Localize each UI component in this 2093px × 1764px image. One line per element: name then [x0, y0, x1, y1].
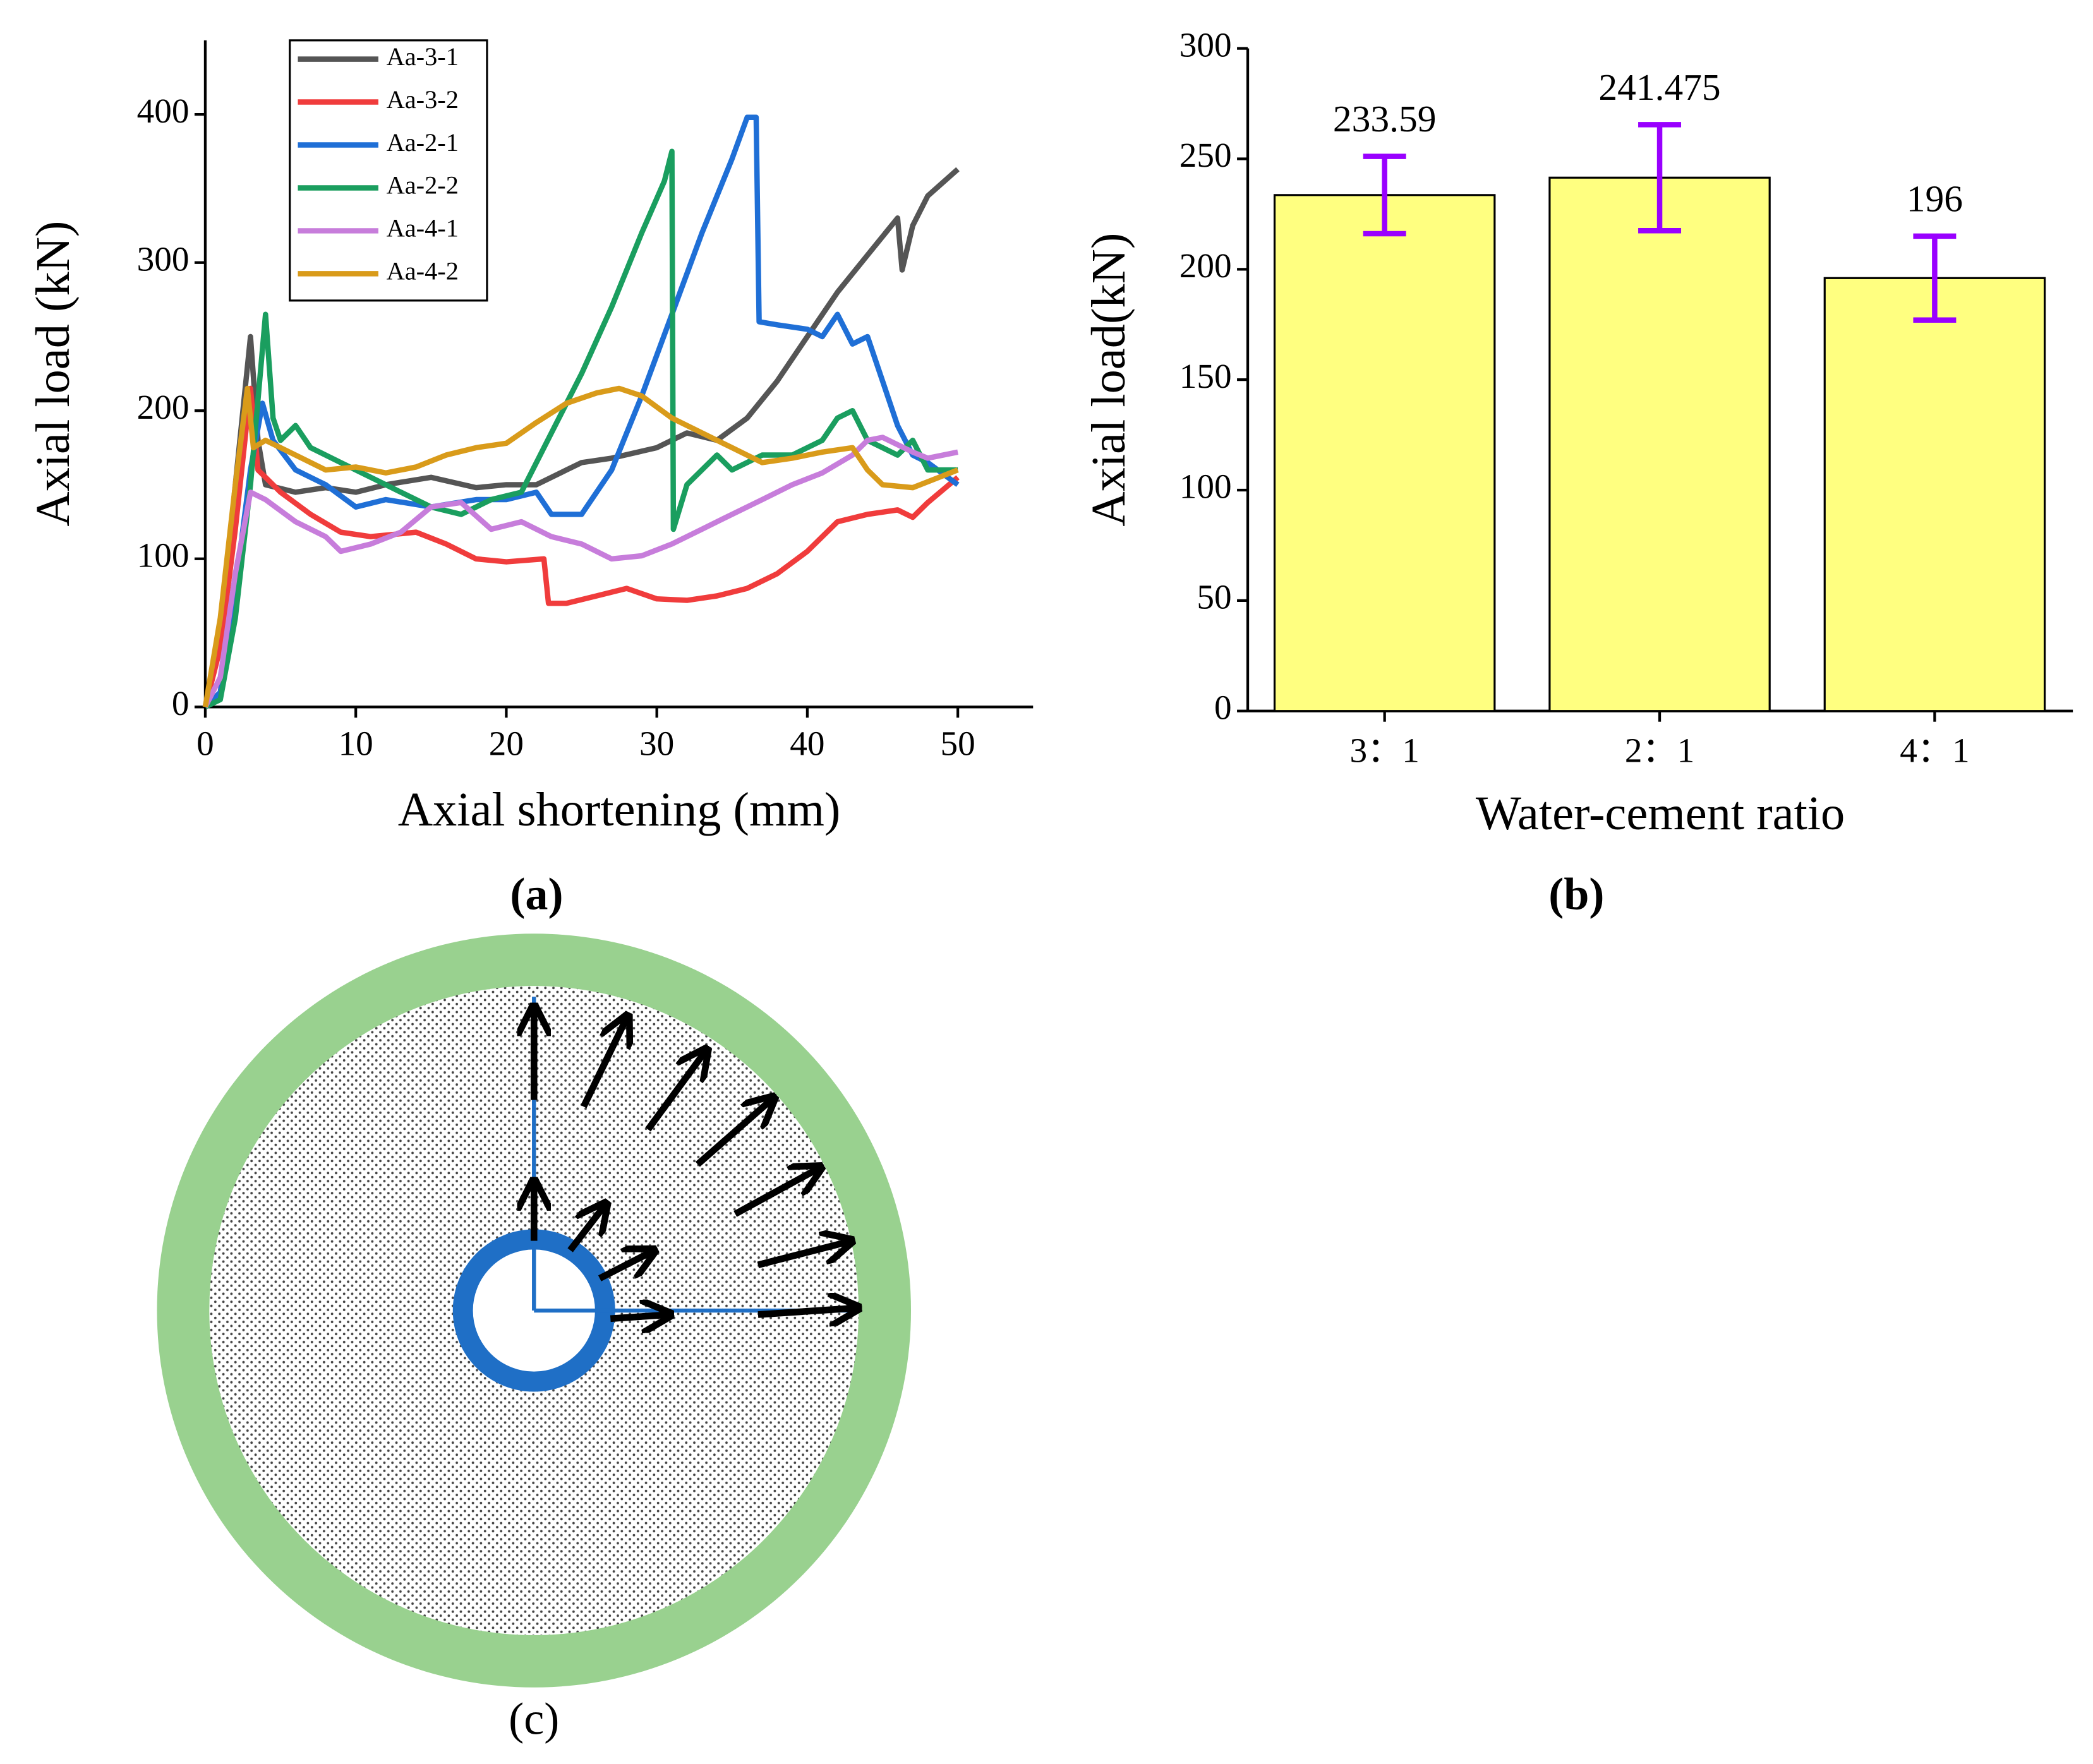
error-bar [1638, 122, 1682, 234]
x-tick-label: 3：1 [1349, 731, 1419, 769]
x-tick-label: 4：1 [1900, 731, 1969, 769]
value-label: 241.475 [1598, 66, 1720, 108]
y-axis-title: Axial load (kN) [26, 221, 80, 527]
panel-label: (c) [509, 1694, 559, 1744]
panel-label: (b) [1548, 869, 1604, 920]
error-bar [1913, 233, 1957, 323]
legend-box [289, 39, 488, 302]
x-tick-label: 30 [639, 724, 674, 763]
x-tick-label: 0 [196, 724, 214, 763]
y-tick-label: 0 [1214, 688, 1232, 726]
bar [1548, 176, 1771, 712]
series-line [203, 435, 958, 709]
x-axis-title: Axial shortening (mm) [398, 783, 841, 836]
y-tick-label: 400 [137, 92, 190, 130]
value-label: 233.59 [1333, 98, 1437, 140]
legend-label: Aa-3-2 [387, 85, 459, 114]
value-label: 196 [1907, 177, 1963, 219]
y-tick-label: 250 [1179, 136, 1232, 174]
x-tick-label: 40 [790, 724, 824, 763]
series-line [204, 148, 958, 710]
diagram: (c) [157, 933, 912, 1744]
legend-label: Aa-3-1 [387, 42, 459, 71]
y-tick-label: 100 [137, 536, 190, 574]
x-tick-label: 20 [489, 724, 524, 763]
legend-label: Aa-2-1 [387, 128, 459, 157]
y-tick-label: 300 [137, 239, 190, 278]
y-axis-title: Axial load(kN) [1082, 233, 1135, 527]
series-line [202, 385, 960, 708]
y-tick-label: 100 [1179, 467, 1232, 506]
bar [1273, 194, 1496, 712]
legend-label: Aa-4-2 [387, 257, 459, 285]
error-bar [1363, 153, 1406, 237]
y-tick-label: 50 [1197, 578, 1231, 616]
legend-label: Aa-4-1 [387, 214, 459, 243]
y-tick-label: 200 [1179, 246, 1232, 285]
x-axis-title: Water-cement ratio [1476, 786, 1845, 840]
legend-label: Aa-2-2 [387, 171, 459, 200]
bar [1823, 277, 2046, 712]
panel-label: (a) [510, 869, 563, 920]
x-tick-label: 2：1 [1625, 731, 1694, 769]
series-line [202, 385, 959, 708]
y-tick-label: 200 [137, 388, 190, 426]
x-tick-label: 10 [339, 724, 373, 763]
y-tick-label: 0 [172, 684, 190, 723]
y-tick-label: 150 [1179, 357, 1232, 395]
y-tick-label: 300 [1179, 25, 1232, 64]
pressure-arrows [534, 1006, 859, 1319]
x-tick-label: 50 [941, 724, 975, 763]
